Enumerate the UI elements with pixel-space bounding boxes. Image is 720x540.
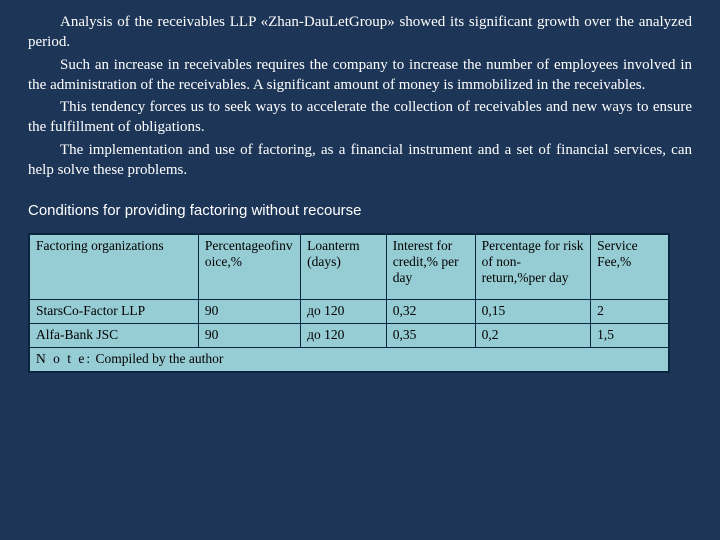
cell-org: StarsCo-Factor LLP — [30, 300, 199, 324]
body-text-block: Analysis of the receivables LLP «Zhan-Da… — [28, 12, 692, 180]
cell-fee: 2 — [591, 300, 669, 324]
document-page: Analysis of the receivables LLP «Zhan-Da… — [0, 0, 720, 373]
table-header-row: Factoring organizations Percentageofinvo… — [30, 235, 669, 300]
cell-fee: 1,5 — [591, 324, 669, 348]
cell-interest: 0,35 — [386, 324, 475, 348]
table-note-cell: N o t e: Compiled by the author — [30, 348, 669, 372]
cell-interest: 0,32 — [386, 300, 475, 324]
cell-term: до 120 — [301, 300, 387, 324]
col-header-fee: Service Fee,% — [591, 235, 669, 300]
cell-term: до 120 — [301, 324, 387, 348]
table-subheading: Conditions for providing factoring witho… — [28, 202, 692, 219]
col-header-invoice: Percentageofinvoice,% — [198, 235, 300, 300]
paragraph-1: Analysis of the receivables LLP «Zhan-Da… — [28, 12, 692, 53]
cell-risk: 0,2 — [475, 324, 591, 348]
cell-risk: 0,15 — [475, 300, 591, 324]
cell-invoice: 90 — [198, 300, 300, 324]
table-note-row: N o t e: Compiled by the author — [30, 348, 669, 372]
note-label: N o t e: — [36, 351, 92, 366]
col-header-term: Loanterm (days) — [301, 235, 387, 300]
col-header-org: Factoring organizations — [30, 235, 199, 300]
paragraph-3: This tendency forces us to seek ways to … — [28, 97, 692, 138]
factoring-table-wrap: Factoring organizations Percentageofinvo… — [28, 233, 670, 373]
paragraph-4: The implementation and use of factoring,… — [28, 140, 692, 181]
cell-invoice: 90 — [198, 324, 300, 348]
col-header-risk: Percentage for risk of non-return,%per d… — [475, 235, 591, 300]
paragraph-2: Such an increase in receivables requires… — [28, 55, 692, 96]
col-header-interest: Interest for credit,% per day — [386, 235, 475, 300]
factoring-table: Factoring organizations Percentageofinvo… — [29, 234, 669, 372]
table-row: StarsCo-Factor LLP 90 до 120 0,32 0,15 2 — [30, 300, 669, 324]
table-row: Alfa-Bank JSC 90 до 120 0,35 0,2 1,5 — [30, 324, 669, 348]
cell-org: Alfa-Bank JSC — [30, 324, 199, 348]
note-text: Compiled by the author — [92, 351, 223, 366]
